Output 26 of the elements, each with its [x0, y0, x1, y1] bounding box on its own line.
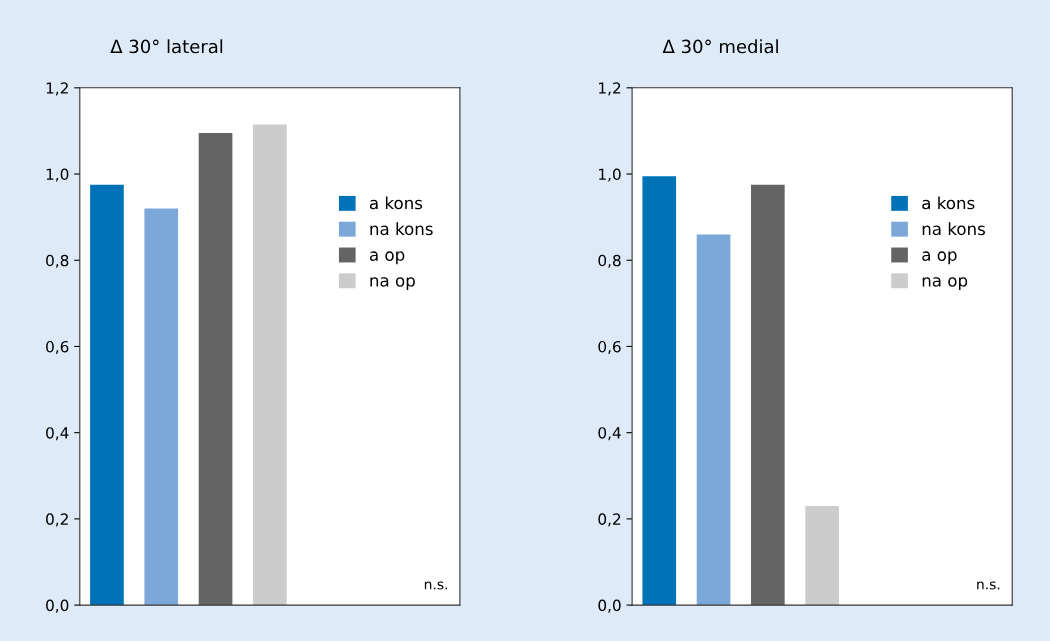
legend-label: a kons — [922, 196, 975, 210]
y-tick-label: 0,8 — [598, 254, 621, 268]
y-tick-label: 0,0 — [46, 599, 69, 613]
y-tick-label: 1,2 — [46, 82, 68, 96]
y-tick-label: 1,0 — [599, 168, 621, 182]
y-tick-label: 0,2 — [598, 513, 621, 527]
y-tick-label: 0,4 — [46, 427, 69, 441]
annotation: n.s. — [977, 581, 1000, 590]
y-tick-label: 1,2 — [599, 82, 621, 96]
y-tick-label: 0,2 — [46, 513, 68, 527]
legend-label: na kons — [370, 222, 433, 236]
legend-label: a op — [922, 251, 957, 265]
legend-label: na kons — [922, 222, 985, 236]
y-tick-label: 0,6 — [598, 340, 621, 355]
chart-title: Δ 30° medial — [662, 39, 778, 54]
annotation: n.s. — [424, 581, 447, 590]
legend-label: a op — [369, 251, 405, 265]
y-tick-label: 0,0 — [598, 599, 621, 613]
y-tick-label: 0,6 — [46, 340, 69, 355]
chart-title: Δ 30° lateral — [110, 39, 223, 54]
legend-label: na op — [370, 277, 415, 290]
y-tick-label: 1,0 — [46, 168, 69, 182]
y-tick-label: 0,4 — [598, 427, 621, 441]
legend-label: na op — [922, 277, 968, 290]
y-tick-label: 0,8 — [46, 254, 69, 268]
legend-label: a kons — [369, 196, 423, 210]
